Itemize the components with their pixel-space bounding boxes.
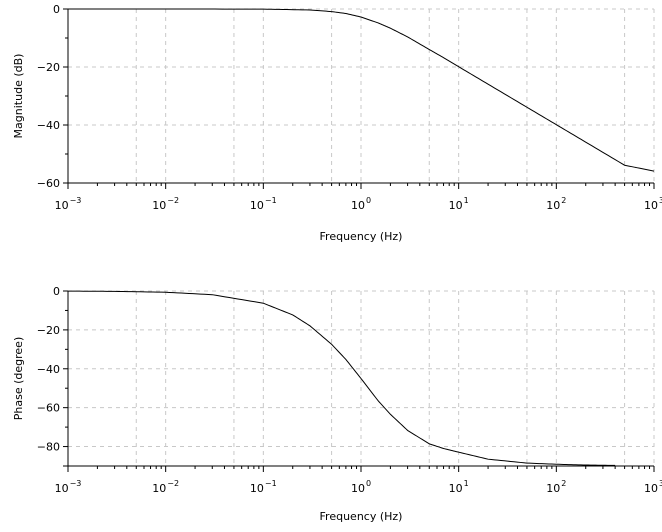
- mag-response-line: [68, 8, 655, 172]
- mag-y-tick-label: −20: [37, 61, 60, 74]
- phase-panel: 10−3 10−2 10−1 100 101 102 103 0 −20 −40 −60 −80 Fre…: [12, 285, 662, 523]
- phase-x-tick-label: 10−1: [250, 479, 277, 495]
- phase-y-tick-label: −60: [37, 402, 60, 415]
- mag-x-tick-label: 100: [351, 196, 371, 212]
- phase-response-line: [67, 290, 616, 466]
- mag-y-axis-title: Magnitude (dB): [12, 54, 25, 139]
- mag-x-tick-label: 10−1: [250, 196, 277, 212]
- mag-x-tick-label: 10−3: [55, 196, 82, 212]
- phase-x-tick-label: 10−3: [55, 479, 82, 495]
- mag-x-tick-label: 10−2: [152, 196, 179, 212]
- phase-y-tick-label: 0: [53, 285, 60, 298]
- mag-x-axis-title: Frequency (Hz): [320, 230, 403, 243]
- phase-x-tick-label: 103: [644, 479, 662, 495]
- phase-y-tick-label: −80: [37, 441, 60, 454]
- mag-x-tick-label: 101: [449, 196, 469, 212]
- phase-x-axis-title: Frequency (Hz): [320, 510, 403, 523]
- mag-y-tick-label: 0: [53, 3, 60, 16]
- phase-x-tick-label: 10−2: [152, 479, 179, 495]
- phase-x-tick-label: 101: [449, 479, 469, 495]
- magnitude-panel: 10−3 10−2 10−1 100 101 102 103 0 −20 −40 −60 Freque…: [12, 3, 662, 243]
- phase-y-tick-label: −20: [37, 324, 60, 337]
- mag-y-tick-label: −60: [37, 177, 60, 190]
- mag-x-tick-label: 102: [546, 196, 566, 212]
- phase-y-tick-label: −40: [37, 363, 60, 376]
- mag-x-tick-label: 103: [644, 196, 662, 212]
- mag-y-tick-label: −40: [37, 119, 60, 132]
- phase-y-axis-title: Phase (degree): [12, 337, 25, 420]
- phase-x-tick-label: 100: [351, 479, 371, 495]
- phase-x-tick-label: 102: [546, 479, 566, 495]
